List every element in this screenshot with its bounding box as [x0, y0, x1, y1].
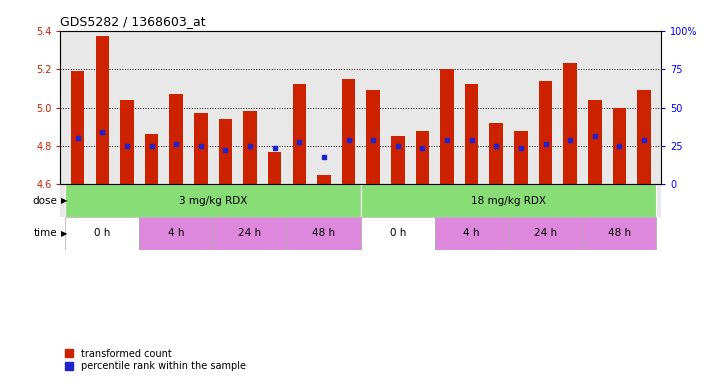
Bar	[416, 131, 429, 184]
Text: 24 h: 24 h	[534, 228, 557, 238]
Legend: transformed count, percentile rank within the sample: transformed count, percentile rank withi…	[65, 349, 246, 371]
Bar	[440, 69, 454, 184]
Bar	[465, 84, 479, 184]
Point	[589, 133, 600, 139]
Text: 18 mg/kg RDX: 18 mg/kg RDX	[471, 195, 546, 206]
Point	[294, 139, 305, 145]
Point	[540, 141, 551, 147]
Point	[368, 137, 379, 143]
Text: dose: dose	[32, 195, 57, 206]
Point	[220, 147, 231, 153]
Bar	[95, 36, 109, 184]
Point	[97, 129, 108, 136]
Point	[614, 143, 625, 149]
Bar	[65, 217, 139, 250]
Text: 24 h: 24 h	[238, 228, 262, 238]
Text: 0 h: 0 h	[390, 228, 406, 238]
Bar	[489, 123, 503, 184]
Text: 48 h: 48 h	[608, 228, 631, 238]
Bar	[268, 152, 282, 184]
Bar	[213, 217, 287, 250]
Bar	[508, 217, 582, 250]
Point	[491, 143, 502, 149]
Point	[565, 137, 576, 143]
Point	[319, 154, 330, 161]
Point	[442, 137, 453, 143]
Text: time: time	[33, 228, 57, 238]
Text: 4 h: 4 h	[464, 228, 480, 238]
Bar	[287, 217, 360, 250]
Bar	[169, 94, 183, 184]
Bar	[317, 175, 331, 184]
Bar	[194, 113, 208, 184]
Bar	[366, 90, 380, 184]
Text: 0 h: 0 h	[94, 228, 110, 238]
Bar	[139, 217, 213, 250]
Bar	[582, 217, 656, 250]
Bar	[637, 90, 651, 184]
Bar	[219, 119, 232, 184]
Point	[269, 145, 280, 151]
Bar	[391, 136, 405, 184]
Point	[466, 137, 477, 143]
Point	[72, 135, 83, 141]
Point	[515, 145, 527, 151]
Point	[392, 143, 403, 149]
Bar	[342, 79, 356, 184]
Bar	[360, 217, 434, 250]
Bar	[563, 63, 577, 184]
Bar	[120, 100, 134, 184]
Bar	[243, 111, 257, 184]
Bar	[434, 217, 508, 250]
Bar	[613, 108, 626, 184]
Bar	[539, 81, 552, 184]
Point	[343, 137, 354, 143]
Bar	[71, 71, 85, 184]
Bar	[145, 134, 159, 184]
Text: 48 h: 48 h	[312, 228, 336, 238]
Point	[122, 143, 133, 149]
Bar	[514, 131, 528, 184]
Point	[171, 141, 182, 147]
Point	[638, 137, 650, 143]
Point	[245, 143, 256, 149]
Text: 4 h: 4 h	[168, 228, 184, 238]
Text: ▶: ▶	[61, 196, 68, 205]
Bar	[360, 184, 656, 217]
Point	[417, 145, 428, 151]
Bar	[588, 100, 602, 184]
Text: GDS5282 / 1368603_at: GDS5282 / 1368603_at	[60, 15, 206, 28]
Point	[146, 143, 157, 149]
Text: ▶: ▶	[61, 229, 68, 238]
Point	[195, 143, 206, 149]
Bar	[65, 184, 360, 217]
Text: 3 mg/kg RDX: 3 mg/kg RDX	[179, 195, 247, 206]
Bar	[292, 84, 306, 184]
